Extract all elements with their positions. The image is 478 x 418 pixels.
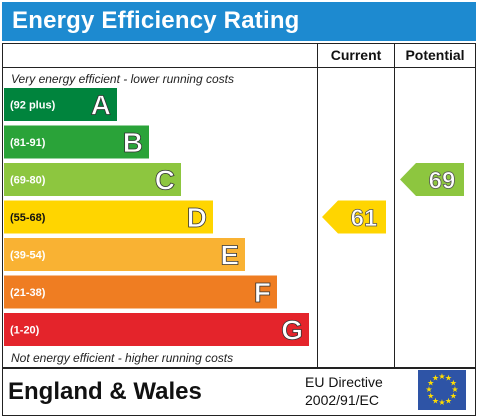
current-column-divider bbox=[317, 43, 318, 368]
band-g-range: (1-20) bbox=[10, 325, 40, 337]
band-c-range: (69-80) bbox=[10, 175, 46, 187]
band-b-range: (81-91) bbox=[10, 137, 46, 149]
directive-line-2: 2002/91/EC bbox=[305, 392, 379, 408]
band-a-letter: A bbox=[91, 90, 111, 121]
title-bar: Energy Efficiency Rating bbox=[2, 2, 476, 41]
band-e-bar bbox=[4, 238, 245, 271]
band-b-bar bbox=[4, 125, 149, 159]
footer-box bbox=[2, 368, 476, 416]
band-a-bar bbox=[4, 88, 117, 121]
band-f-range: (21-38) bbox=[10, 287, 46, 299]
band-f-bar bbox=[4, 275, 277, 309]
band-d-letter: D bbox=[187, 202, 207, 233]
eu-directive: EU Directive 2002/91/EC bbox=[305, 373, 383, 409]
band-a-range: (92 plus) bbox=[10, 100, 56, 112]
svg-text:★: ★ bbox=[432, 396, 439, 405]
potential-rating-arrow bbox=[400, 163, 464, 196]
header-divider bbox=[2, 67, 476, 68]
directive-line-1: EU Directive bbox=[305, 374, 383, 390]
svg-text:★: ★ bbox=[427, 392, 434, 401]
svg-text:★: ★ bbox=[445, 396, 452, 405]
current-rating-value: 61 bbox=[351, 205, 378, 232]
current-column-header: Current bbox=[330, 47, 382, 63]
svg-text:★: ★ bbox=[450, 392, 457, 401]
band-f-letter: F bbox=[254, 277, 271, 308]
band-g-bar bbox=[4, 313, 309, 346]
potential-rating-value: 69 bbox=[429, 168, 456, 195]
svg-text:★: ★ bbox=[438, 398, 445, 407]
band-e-letter: E bbox=[220, 240, 239, 271]
band-b-letter: B bbox=[123, 127, 143, 158]
band-g-letter: G bbox=[281, 315, 303, 346]
svg-text:★: ★ bbox=[451, 385, 458, 394]
band-e-range: (39-54) bbox=[10, 250, 46, 262]
bottom-note: Not energy efficient - higher running co… bbox=[11, 351, 234, 365]
current-rating-arrow bbox=[322, 200, 386, 234]
potential-column-divider bbox=[394, 43, 395, 368]
region-label: England & Wales bbox=[8, 378, 202, 405]
band-c-bar bbox=[4, 163, 181, 196]
band-d-bar bbox=[4, 200, 213, 234]
svg-text:★: ★ bbox=[445, 374, 452, 383]
top-note: Very energy efficient - lower running co… bbox=[11, 72, 234, 86]
svg-text:★: ★ bbox=[432, 374, 439, 383]
eu-flag-icon: ★ ★ ★ ★ ★ ★ ★ ★ ★ ★ ★ ★ bbox=[418, 370, 466, 410]
svg-text:★: ★ bbox=[438, 372, 445, 381]
band-c-letter: C bbox=[155, 165, 175, 196]
chart-title: Energy Efficiency Rating bbox=[12, 7, 300, 34]
svg-text:★: ★ bbox=[425, 385, 432, 394]
svg-text:★: ★ bbox=[450, 379, 457, 388]
svg-text:★: ★ bbox=[427, 379, 434, 388]
chart-frame bbox=[2, 43, 476, 368]
band-d-range: (55-68) bbox=[10, 212, 46, 224]
potential-column-header: Potential bbox=[405, 47, 465, 63]
